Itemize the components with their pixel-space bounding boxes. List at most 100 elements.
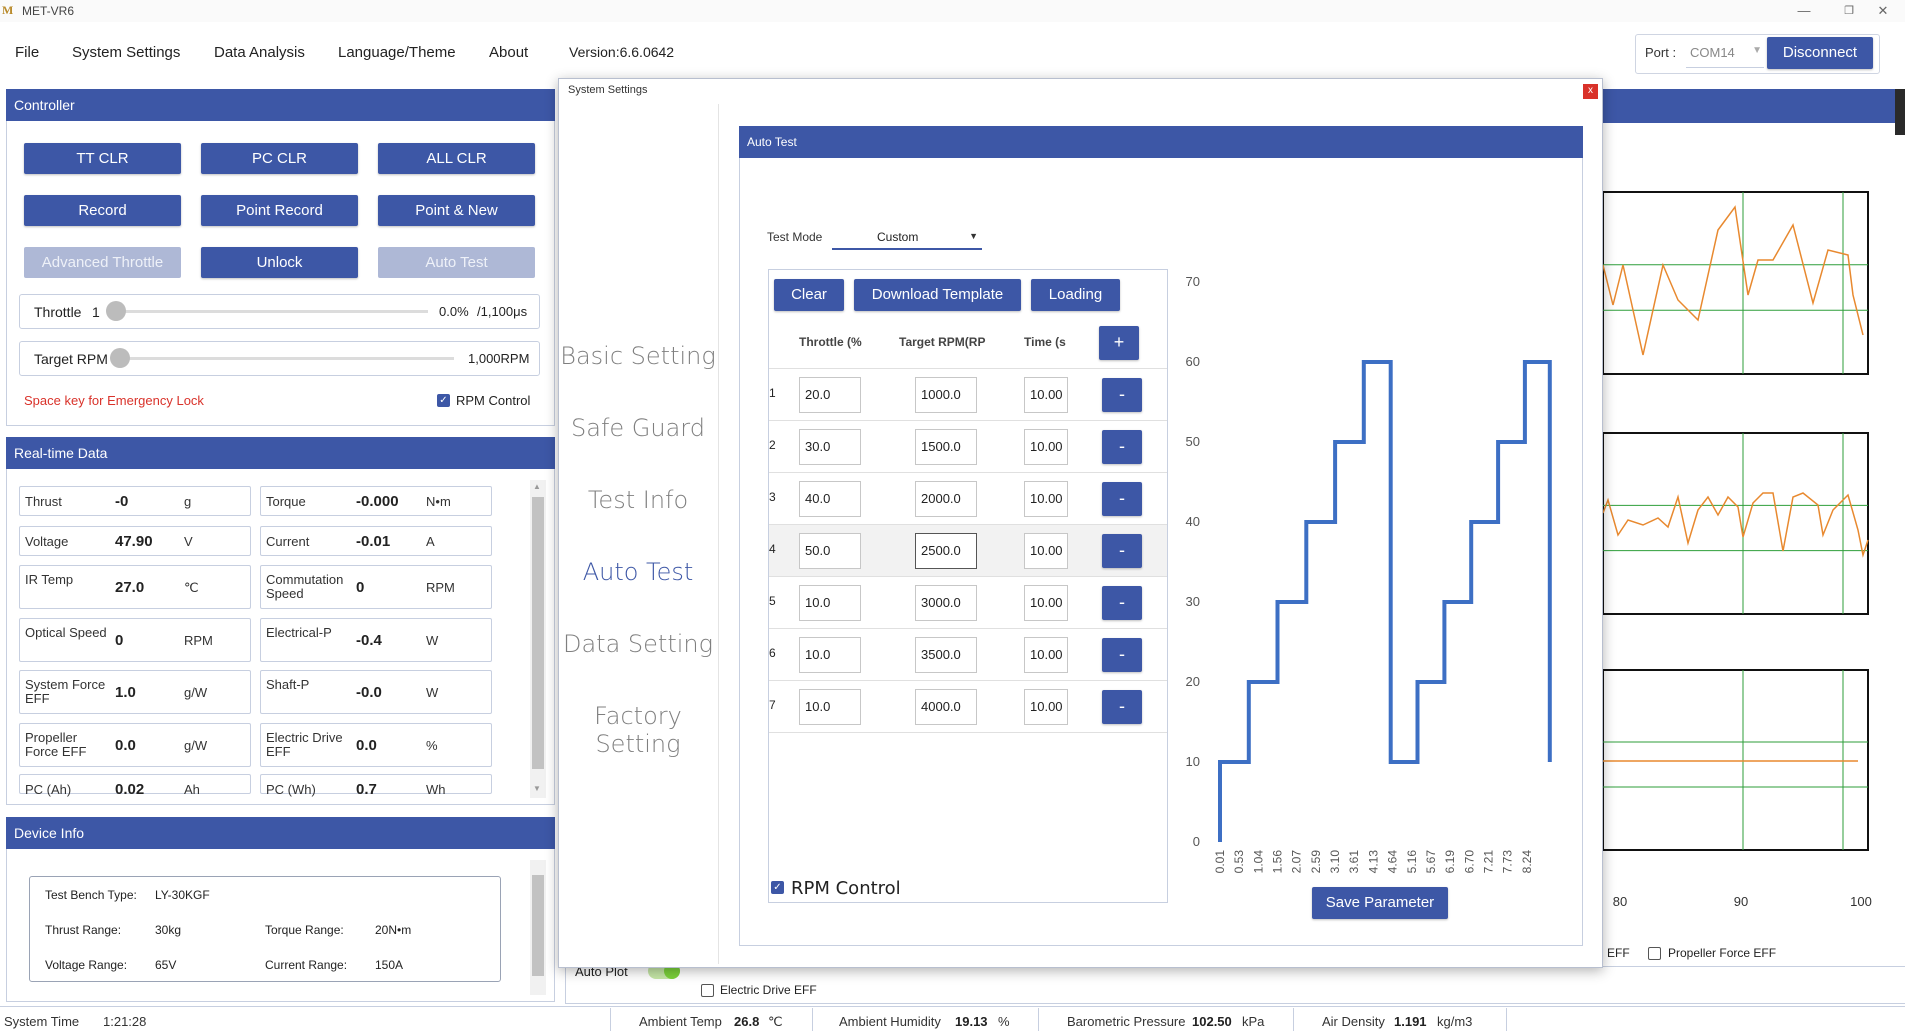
throttle-input[interactable]: 10.0: [799, 689, 861, 725]
device-scroll-thumb[interactable]: [532, 875, 544, 976]
realtime-title: Real-time Data: [6, 437, 555, 469]
remove-step-button[interactable]: -: [1102, 690, 1142, 724]
menu-language-theme[interactable]: Language/Theme: [338, 44, 456, 61]
nav-safe-guard[interactable]: Safe Guard: [571, 414, 705, 442]
target-rpm-input[interactable]: 4000.0: [915, 689, 977, 725]
nav-data-setting[interactable]: Data Setting: [562, 630, 714, 658]
test-mode-select[interactable]: Custom ▼: [832, 226, 982, 250]
scroll-down-icon[interactable]: ▼: [533, 784, 541, 793]
point-record-button[interactable]: Point Record: [201, 195, 358, 226]
data-cell-value: 0.0: [115, 737, 136, 754]
time-input[interactable]: 10.00: [1024, 637, 1068, 673]
unlock-button[interactable]: Unlock: [201, 247, 358, 278]
target-rpm-input[interactable]: 2000.0: [915, 481, 977, 517]
rpm-control-checkbox[interactable]: ✓: [437, 394, 450, 407]
col-target-rpm: Target RPM(RP: [899, 335, 986, 349]
table-row-divider: [769, 732, 1167, 733]
disconnect-button[interactable]: Disconnect: [1767, 37, 1873, 69]
advanced-throttle-button[interactable]: Advanced Throttle: [24, 247, 181, 278]
target-rpm-input[interactable]: 1500.0: [915, 429, 977, 465]
throttle-input[interactable]: 30.0: [799, 429, 861, 465]
x-tick-label: 0.53: [1232, 850, 1246, 874]
target-rpm-label: Target RPM: [34, 351, 108, 367]
tt-clr-button[interactable]: TT CLR: [24, 143, 181, 174]
throttle-input[interactable]: 20.0: [799, 377, 861, 413]
nav-basic-setting[interactable]: Basic Setting: [560, 342, 716, 370]
plot-x-tick-label: 100: [1850, 894, 1872, 909]
throttle-slider-track[interactable]: [108, 310, 428, 313]
propeller-force-eff-checkbox[interactable]: [1648, 947, 1661, 960]
minimize-icon[interactable]: —: [1797, 3, 1811, 18]
throttle-input[interactable]: 10.0: [799, 637, 861, 673]
time-input[interactable]: 10.00: [1024, 377, 1068, 413]
humidity-label: Ambient Humidity: [839, 1014, 941, 1029]
clear-button[interactable]: Clear: [774, 279, 844, 311]
dialog-close-icon[interactable]: x: [1583, 84, 1598, 99]
remove-step-button[interactable]: -: [1102, 586, 1142, 620]
save-parameter-button[interactable]: Save Parameter: [1312, 887, 1448, 919]
menu-about[interactable]: About: [489, 44, 529, 61]
all-clr-button[interactable]: ALL CLR: [378, 143, 535, 174]
time-input[interactable]: 10.00: [1024, 429, 1068, 465]
time-input[interactable]: 10.00: [1024, 689, 1068, 725]
menu-data-analysis[interactable]: Data Analysis: [214, 44, 305, 61]
throttle-slider-knob[interactable]: [106, 301, 126, 321]
table-row-divider: [769, 628, 1167, 629]
port-select[interactable]: COM14 ▼: [1686, 40, 1764, 68]
close-icon[interactable]: ✕: [1877, 3, 1889, 18]
throttle-input[interactable]: 50.0: [799, 533, 861, 569]
electric-drive-eff-checkbox[interactable]: [701, 984, 714, 997]
status-separator: [1506, 1008, 1507, 1031]
row-index: 6: [769, 646, 776, 660]
data-cell-label: IR Temp: [25, 572, 74, 587]
record-button[interactable]: Record: [24, 195, 181, 226]
target-rpm-slider-knob[interactable]: [110, 348, 130, 368]
menu-file[interactable]: File: [15, 44, 40, 61]
time-input[interactable]: 10.00: [1024, 533, 1068, 569]
data-cell: Torque -0.000 N•m: [260, 486, 492, 516]
pc-clr-button[interactable]: PC CLR: [201, 143, 358, 174]
menu-system-settings[interactable]: System Settings: [72, 44, 181, 61]
rpm-control-auto-checkbox[interactable]: ✓: [771, 881, 784, 894]
nav-factory-setting[interactable]: Factory Setting: [594, 702, 682, 758]
remove-step-button[interactable]: -: [1102, 482, 1142, 516]
time-input[interactable]: 10.00: [1024, 585, 1068, 621]
system-time-label: System Time: [4, 1014, 80, 1029]
x-tick-label: 4.64: [1386, 850, 1400, 874]
remove-step-button[interactable]: -: [1102, 534, 1142, 568]
remove-step-button[interactable]: -: [1102, 430, 1142, 464]
data-cell: Thrust -0 g: [19, 486, 251, 516]
pressure-label: Barometric Pressure: [1067, 1014, 1186, 1029]
loading-button[interactable]: Loading: [1031, 279, 1120, 311]
target-rpm-slider-track[interactable]: [112, 357, 454, 360]
data-cell: Shaft-P -0.0 W: [260, 670, 492, 714]
data-cell-value: -0.000: [356, 493, 399, 510]
x-tick-label: 4.13: [1366, 850, 1380, 874]
throttle-input[interactable]: 40.0: [799, 481, 861, 517]
auto-test-chart: 0 10 20 30 40 50 60 70 0.01 0.53 1.04 1.56 2.07 2.59 3…: [1186, 274, 1552, 874]
remove-step-button[interactable]: -: [1102, 638, 1142, 672]
x-tick-label: 3.61: [1347, 850, 1361, 874]
throttle-input[interactable]: 10.0: [799, 585, 861, 621]
nav-auto-test[interactable]: Auto Test: [582, 558, 694, 586]
realtime-scroll-thumb[interactable]: [532, 497, 544, 769]
target-rpm-input[interactable]: 2500.0: [915, 533, 977, 569]
remove-step-button[interactable]: -: [1102, 378, 1142, 412]
target-rpm-input[interactable]: 3500.0: [915, 637, 977, 673]
download-template-button[interactable]: Download Template: [854, 279, 1021, 311]
target-rpm-input[interactable]: 3000.0: [915, 585, 977, 621]
data-cell-unit: W: [426, 685, 439, 700]
time-input[interactable]: 10.00: [1024, 481, 1068, 517]
nav-test-info[interactable]: Test Info: [587, 486, 689, 514]
auto-test-button[interactable]: Auto Test: [378, 247, 535, 278]
add-step-button[interactable]: +: [1099, 326, 1139, 360]
scroll-up-icon[interactable]: ▲: [533, 482, 541, 491]
data-cell-label: PC (Ah): [25, 782, 72, 797]
y-tick-label: 40: [1186, 514, 1200, 529]
target-rpm-input[interactable]: 1000.0: [915, 377, 977, 413]
data-cell-unit: Ah: [184, 782, 200, 797]
restore-icon[interactable]: ❐: [1844, 5, 1854, 17]
point-new-button[interactable]: Point & New: [378, 195, 535, 226]
propeller-force-eff-label: Propeller Force EFF: [1668, 946, 1777, 960]
data-cell-label: Voltage: [25, 534, 69, 549]
